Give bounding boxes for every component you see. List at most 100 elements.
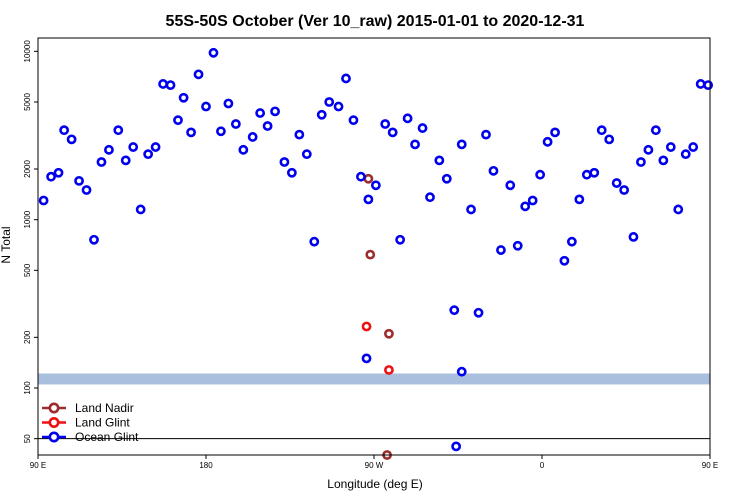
data-point <box>104 144 114 155</box>
data-point <box>665 142 676 152</box>
y-tick-label: 100 <box>23 381 32 395</box>
data-point <box>527 195 538 206</box>
plot-background <box>38 38 710 455</box>
x-tick-label: 90 E <box>702 461 718 470</box>
data-point <box>363 194 374 205</box>
data-point <box>356 171 366 182</box>
data-point <box>361 321 372 332</box>
plot-area <box>38 38 710 455</box>
data-point <box>143 149 154 160</box>
legend-marker <box>48 431 60 443</box>
data-point <box>456 139 467 150</box>
data-point <box>611 178 622 188</box>
data-point <box>365 249 376 260</box>
legend-label: Land Nadir <box>75 401 134 415</box>
data-point <box>59 125 70 136</box>
data-point <box>201 101 211 112</box>
data-point <box>410 139 420 150</box>
data-point <box>380 119 391 129</box>
data-point <box>550 127 560 138</box>
data-point <box>441 173 452 184</box>
data-point <box>66 134 77 145</box>
data-point <box>434 155 445 166</box>
data-point <box>135 204 146 215</box>
y-tick-label: 1000 <box>23 210 32 228</box>
data-points <box>38 47 714 460</box>
data-point <box>74 175 84 186</box>
data-point <box>113 125 124 136</box>
data-point <box>238 144 249 155</box>
data-point <box>128 142 139 152</box>
data-point <box>650 125 661 136</box>
data-point <box>247 132 258 142</box>
data-point <box>341 73 351 84</box>
data-point <box>542 136 553 147</box>
data-point <box>230 119 241 129</box>
data-point <box>120 155 131 166</box>
data-point <box>619 185 630 195</box>
data-point <box>596 125 607 136</box>
x-tick-label: 0 <box>540 461 545 470</box>
legend-item: Land Nadir <box>42 401 134 415</box>
data-point <box>294 129 305 140</box>
data-point <box>193 69 204 80</box>
data-point <box>89 234 99 245</box>
x-tick-label: 90 E <box>30 461 46 470</box>
data-point <box>262 121 273 131</box>
data-point <box>361 353 372 364</box>
legend-item: Ocean Glint <box>42 430 139 444</box>
data-point <box>38 195 49 206</box>
data-point <box>520 201 531 212</box>
data-point <box>279 157 290 167</box>
legend-label: Land Glint <box>75 416 130 430</box>
data-point <box>309 236 320 247</box>
legend-label: Ocean Glint <box>75 430 139 444</box>
data-point <box>208 47 219 58</box>
chart-title: 55S-50S October (Ver 10_raw) 2015-01-01 … <box>166 13 585 30</box>
data-point <box>574 194 585 205</box>
data-point <box>643 144 654 155</box>
data-point <box>456 366 467 377</box>
data-point <box>535 169 546 180</box>
data-point <box>451 441 462 452</box>
data-point <box>559 255 570 266</box>
data-point <box>178 92 189 103</box>
data-point <box>604 134 615 145</box>
x-axis: 90 E 180 90 W 0 90 E <box>30 455 718 470</box>
data-point <box>402 113 413 124</box>
data-point <box>270 106 280 117</box>
data-point <box>316 109 327 120</box>
data-point <box>512 240 523 251</box>
series-ocean-glint <box>38 47 714 452</box>
data-point <box>481 129 491 140</box>
y-tick-label: 200 <box>23 330 32 344</box>
data-point <box>628 232 639 242</box>
data-point <box>395 234 406 245</box>
legend-marker <box>48 402 60 414</box>
data-point <box>333 101 344 112</box>
shaded-band <box>38 373 710 385</box>
data-point <box>216 126 226 137</box>
data-point <box>370 180 381 191</box>
data-point <box>703 80 714 91</box>
data-point <box>255 108 266 118</box>
series-land-glint <box>361 321 394 375</box>
data-point <box>81 185 92 195</box>
y-tick-label: 2000 <box>23 160 32 178</box>
data-point <box>673 204 684 215</box>
data-point <box>688 142 699 152</box>
band-rect <box>38 373 710 385</box>
data-point <box>658 155 669 166</box>
x-tick-label: 180 <box>199 461 213 470</box>
data-point <box>165 80 176 91</box>
data-point <box>566 236 577 247</box>
data-point <box>473 307 484 318</box>
data-point <box>636 157 646 167</box>
y-tick-label: 500 <box>23 263 32 277</box>
data-point <box>286 167 297 178</box>
legend-item: Land Glint <box>42 416 130 430</box>
y-tick-label: 5000 <box>23 93 32 111</box>
y-tick-label: 50 <box>23 434 32 443</box>
data-point <box>301 149 312 160</box>
